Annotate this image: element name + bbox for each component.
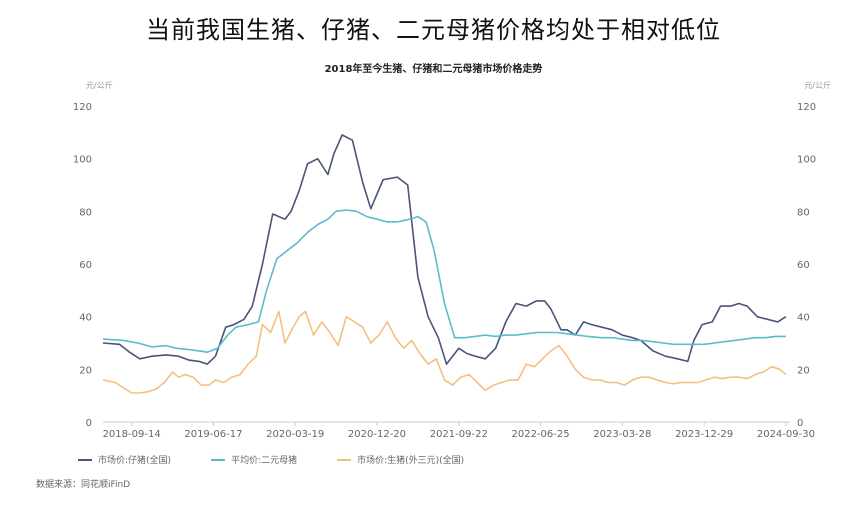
right-axis-unit: 元/公斤: [804, 81, 831, 90]
x-tick-label-4: 2021-09-22: [430, 429, 488, 440]
chart-title: 2018年至今生猪、仔猪和二元母猪市场价格走势: [324, 64, 543, 75]
legend-label-hog: 市场价:生猪(外三元)(全国): [357, 456, 465, 466]
chart-legend: 市场价:仔猪(全国) 平均价:二元母猪 市场价:生猪(外三元)(全国): [78, 453, 464, 466]
y-tick-right-1: 20: [797, 365, 810, 376]
x-tick-label-3: 2020-12-20: [348, 429, 406, 440]
y-tick-right-0: 0: [797, 418, 803, 429]
y-tick-right-4: 80: [797, 207, 810, 218]
y-tick-right-6: 120: [797, 102, 816, 113]
y-tick-right-2: 40: [797, 313, 810, 324]
series-line-2: [102, 310, 787, 394]
series-line-1: [102, 209, 786, 354]
legend-label-sow: 平均价:二元母猪: [231, 456, 298, 466]
x-tick-label-1: 2019-06-17: [184, 429, 242, 440]
series-line-0: [102, 134, 787, 365]
y-tick-left-0: 0: [86, 418, 92, 429]
x-tick-label-7: 2023-12-29: [675, 429, 733, 440]
y-tick-left-2: 40: [79, 313, 92, 324]
x-tick-label-5: 2022-06-25: [511, 429, 569, 440]
legend-item-sow: 平均价:二元母猪: [211, 453, 297, 466]
data-source-note: 数据来源：同花顺iFinD: [36, 480, 131, 490]
x-tick-label-0: 2018-09-14: [103, 429, 161, 440]
y-tick-left-5: 100: [73, 155, 92, 166]
legend-swatch-piglet: [78, 458, 92, 461]
y-tick-right-5: 100: [797, 155, 816, 166]
legend-swatch-sow: [211, 458, 226, 461]
x-tick-label-6: 2023-03-28: [593, 429, 651, 440]
x-tick-label-2: 2020-03-19: [266, 429, 324, 440]
x-tick-label-8: 2024-09-30: [757, 429, 815, 440]
legend-label-piglet: 市场价:仔猪(全国): [98, 456, 172, 466]
legend-item-hog: 市场价:生猪(外三元)(全国): [337, 453, 464, 466]
y-tick-left-6: 120: [73, 102, 92, 113]
left-axis-unit: 元/公斤: [86, 81, 113, 90]
page-headline: 当前我国生猪、仔猪、二元母猪价格均处于相对低位: [146, 16, 721, 44]
legend-swatch-hog: [337, 458, 352, 461]
y-tick-left-4: 80: [79, 207, 92, 218]
y-tick-right-3: 60: [797, 260, 810, 271]
y-tick-left-1: 20: [79, 365, 92, 376]
y-tick-left-3: 60: [79, 260, 92, 271]
legend-item-piglet: 市场价:仔猪(全国): [78, 453, 171, 466]
